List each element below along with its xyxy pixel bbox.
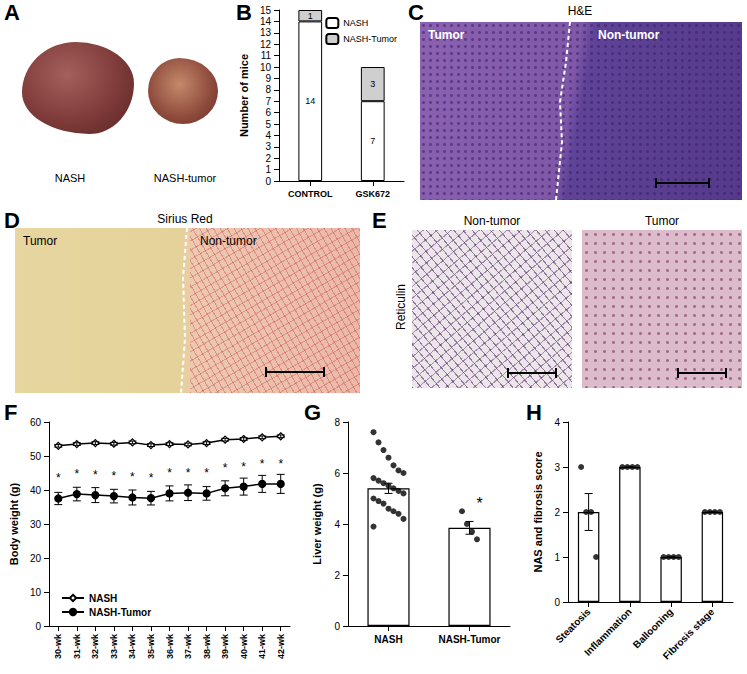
svg-text:8: 8	[265, 84, 271, 95]
svg-text:10: 10	[30, 587, 42, 598]
svg-text:8: 8	[334, 417, 340, 428]
html-text:Tumor: Tumor	[23, 234, 58, 248]
html-text:C: C	[408, 0, 424, 25]
svg-text:*: *	[204, 466, 209, 480]
svg-text:40-wk: 40-wk	[239, 633, 249, 659]
svg-text:30-wk: 30-wk	[53, 633, 63, 659]
svg-text:10: 10	[260, 62, 272, 73]
svg-text:1: 1	[265, 164, 271, 175]
svg-text:GSK672: GSK672	[355, 189, 390, 199]
svg-text:NASH: NASH	[89, 593, 117, 604]
svg-text:50: 50	[30, 451, 42, 462]
svg-text:30: 30	[30, 519, 42, 530]
svg-text:*: *	[74, 467, 79, 481]
svg-text:NASH-Tumor: NASH-Tumor	[89, 607, 151, 618]
svg-text:0: 0	[554, 597, 560, 608]
svg-text:*: *	[223, 461, 228, 475]
svg-text:Ballooning: Ballooning	[631, 606, 675, 650]
html-text:Reticulin: Reticulin	[394, 284, 408, 330]
svg-text:0: 0	[334, 621, 340, 632]
svg-text:3: 3	[554, 462, 560, 473]
html-text:E: E	[372, 208, 387, 233]
html-text:Tumor: Tumor	[428, 28, 465, 42]
svg-text:13: 13	[260, 27, 272, 38]
svg-text:40: 40	[30, 485, 42, 496]
svg-text:33-wk: 33-wk	[109, 633, 119, 659]
svg-text:4: 4	[334, 519, 340, 530]
svg-text:3: 3	[370, 79, 375, 89]
svg-text:31-wk: 31-wk	[72, 633, 82, 659]
html-text:Sirius Red: Sirius Red	[157, 212, 213, 226]
html-text:Non-tumor: Non-tumor	[200, 234, 257, 248]
svg-text:*: *	[476, 495, 482, 512]
svg-text:1: 1	[308, 11, 313, 21]
svg-text:20: 20	[30, 553, 42, 564]
svg-text:NASH-Tumor: NASH-Tumor	[343, 34, 397, 44]
svg-text:4: 4	[265, 130, 271, 141]
svg-text:*: *	[278, 457, 283, 471]
svg-text:*: *	[186, 466, 191, 480]
svg-text:*: *	[167, 466, 172, 480]
svg-text:7: 7	[265, 96, 271, 107]
svg-text:3: 3	[265, 141, 271, 152]
svg-text:*: *	[56, 471, 61, 485]
html-text:NASH: NASH	[54, 172, 86, 184]
svg-text:Body weight (g): Body weight (g)	[8, 482, 20, 565]
svg-text:*: *	[130, 470, 135, 484]
svg-text:0: 0	[265, 176, 271, 187]
html-text:Tumor: Tumor	[644, 214, 680, 228]
html-text:H: H	[526, 400, 542, 425]
svg-text:42-wk: 42-wk	[276, 633, 286, 659]
svg-text:CONTROL: CONTROL	[288, 189, 333, 199]
html-text:Non-tumor: Non-tumor	[463, 214, 521, 228]
svg-text:2: 2	[554, 507, 560, 518]
svg-text:34-wk: 34-wk	[127, 633, 137, 659]
svg-text:*: *	[149, 471, 154, 485]
svg-text:NASH-Tumor: NASH-Tumor	[438, 634, 500, 645]
html-text:G: G	[304, 400, 322, 425]
svg-text:38-wk: 38-wk	[202, 633, 212, 659]
svg-text:12: 12	[260, 39, 272, 50]
svg-text:*: *	[260, 457, 265, 471]
html-text:F: F	[4, 400, 18, 425]
svg-text:Inflammation: Inflammation	[582, 606, 634, 658]
svg-text:60: 60	[30, 417, 42, 428]
svg-text:NAS and fibrosis score: NAS and fibrosis score	[532, 451, 544, 572]
svg-text:2: 2	[265, 153, 271, 164]
html-text:A: A	[4, 0, 20, 25]
svg-text:NASH: NASH	[343, 18, 368, 28]
svg-text:14: 14	[260, 16, 272, 27]
svg-text:6: 6	[265, 107, 271, 118]
html-text:D: D	[4, 208, 20, 233]
svg-text:11: 11	[261, 50, 272, 61]
svg-text:36-wk: 36-wk	[165, 633, 175, 659]
svg-text:Steatosis: Steatosis	[553, 606, 592, 645]
html-text:H&E: H&E	[567, 4, 593, 18]
svg-text:41-wk: 41-wk	[257, 633, 267, 659]
svg-text:*: *	[241, 460, 246, 474]
svg-text:37-wk: 37-wk	[183, 633, 193, 659]
html-text:Non-tumor: Non-tumor	[598, 28, 660, 42]
svg-text:*: *	[93, 468, 98, 482]
svg-text:4: 4	[554, 417, 560, 428]
svg-text:9: 9	[265, 73, 271, 84]
svg-text:Number of mice: Number of mice	[238, 54, 250, 137]
svg-text:15: 15	[260, 5, 272, 16]
svg-text:0: 0	[35, 621, 41, 632]
html-text:NASH-tumor: NASH-tumor	[153, 172, 217, 184]
html-text:B: B	[236, 0, 252, 25]
svg-text:NASH: NASH	[374, 634, 402, 645]
svg-text:6: 6	[334, 468, 340, 479]
svg-text:Fibrosis stage: Fibrosis stage	[661, 606, 717, 662]
svg-text:39-wk: 39-wk	[220, 633, 230, 659]
svg-text:*: *	[112, 469, 117, 483]
svg-text:35-wk: 35-wk	[146, 633, 156, 659]
svg-text:7: 7	[370, 136, 375, 146]
svg-text:2: 2	[334, 570, 340, 581]
svg-text:5: 5	[265, 119, 271, 130]
svg-text:Liver weight (g): Liver weight (g)	[311, 483, 323, 565]
svg-text:14: 14	[305, 96, 315, 106]
svg-text:32-wk: 32-wk	[90, 633, 100, 659]
svg-text:1: 1	[554, 552, 560, 563]
